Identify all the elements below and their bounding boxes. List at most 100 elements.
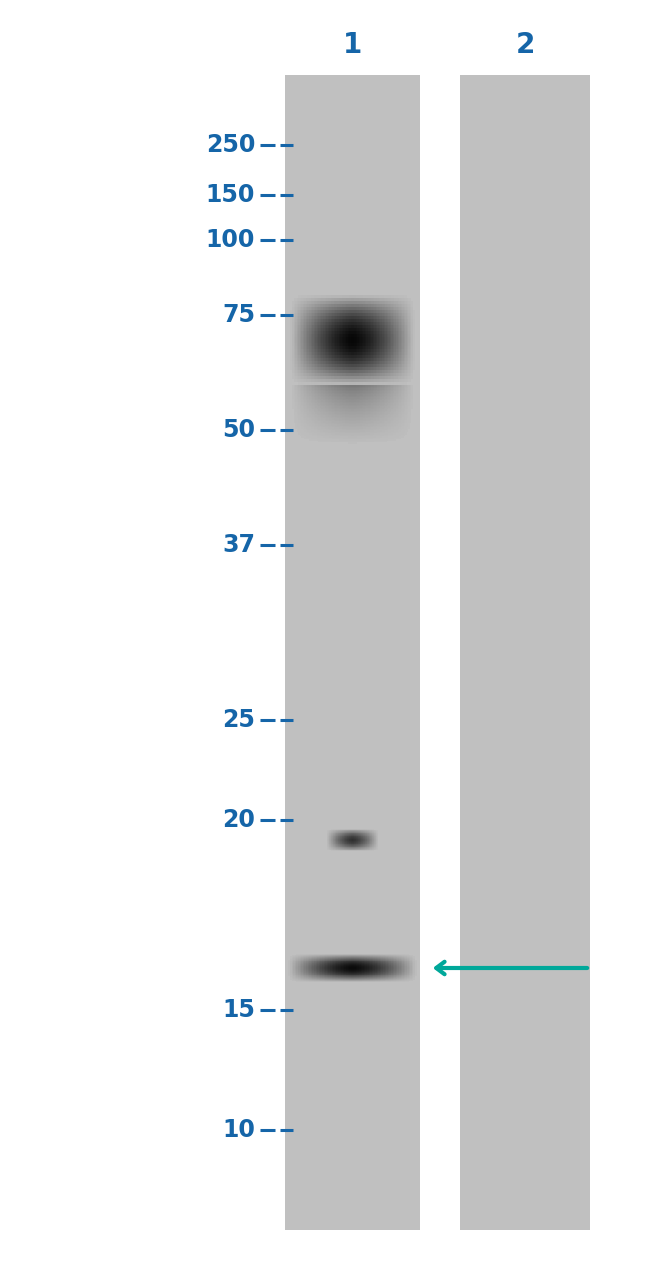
Bar (346, 418, 348, 419)
Bar (396, 414, 398, 415)
Bar (343, 385, 344, 386)
Bar (343, 417, 344, 418)
Bar (331, 399, 332, 400)
Bar (351, 389, 352, 390)
Bar (324, 373, 326, 376)
Bar (391, 392, 393, 394)
Bar (304, 401, 306, 403)
Bar (356, 349, 357, 352)
Bar (382, 376, 384, 378)
Bar (372, 334, 374, 337)
Bar (393, 386, 395, 389)
Bar (298, 406, 300, 408)
Bar (296, 356, 298, 358)
Bar (372, 382, 374, 385)
Bar (346, 417, 348, 418)
Bar (340, 409, 342, 410)
Bar (395, 436, 396, 437)
Bar (391, 301, 393, 304)
Bar (399, 437, 400, 439)
Bar (395, 364, 396, 367)
Bar (387, 340, 388, 343)
Bar (357, 418, 359, 419)
Bar (315, 395, 317, 398)
Bar (365, 405, 367, 406)
Bar (402, 386, 404, 389)
Bar (380, 328, 382, 331)
Bar (340, 437, 342, 439)
Bar (359, 337, 360, 340)
Bar (322, 319, 323, 323)
Bar (324, 356, 326, 358)
Bar (354, 337, 356, 340)
Bar (294, 323, 295, 325)
Bar (374, 432, 376, 433)
Bar (312, 418, 314, 419)
Bar (400, 425, 402, 427)
Bar (311, 415, 312, 417)
Bar (406, 398, 407, 399)
Bar (371, 425, 372, 427)
Bar (350, 401, 351, 403)
Bar (387, 424, 388, 425)
Bar (294, 420, 295, 423)
Bar (334, 431, 335, 432)
Bar (304, 361, 306, 364)
Bar (357, 394, 359, 395)
Bar (367, 386, 368, 389)
Bar (306, 358, 307, 361)
Bar (410, 340, 411, 343)
Bar (393, 400, 395, 401)
Bar (356, 367, 357, 370)
Bar (367, 345, 368, 349)
Bar (359, 364, 360, 367)
Bar (393, 432, 395, 433)
Bar (323, 423, 324, 424)
Bar (311, 428, 312, 431)
Bar (367, 376, 368, 378)
Bar (326, 361, 328, 364)
Bar (303, 417, 304, 418)
Bar (378, 427, 379, 428)
Bar (298, 301, 300, 304)
Bar (324, 310, 326, 312)
Bar (406, 378, 407, 382)
Bar (323, 319, 324, 323)
Bar (344, 424, 346, 425)
Bar (378, 403, 379, 405)
Bar (311, 337, 312, 340)
Bar (380, 390, 382, 391)
Bar (354, 399, 356, 400)
Bar (360, 419, 362, 420)
Bar (398, 358, 399, 361)
Bar (374, 389, 376, 390)
Bar (407, 391, 408, 392)
Bar (304, 417, 306, 418)
Bar (301, 304, 303, 307)
Bar (410, 399, 411, 400)
Bar (406, 414, 407, 415)
Bar (388, 307, 390, 310)
Bar (376, 367, 378, 370)
Bar (380, 403, 382, 405)
Bar (303, 431, 304, 432)
Bar (387, 367, 388, 370)
Bar (388, 437, 390, 439)
Bar (384, 301, 385, 304)
Bar (295, 310, 296, 312)
Bar (365, 439, 367, 441)
Bar (402, 399, 404, 400)
Bar (320, 389, 322, 390)
Bar (402, 298, 404, 301)
Bar (365, 394, 367, 395)
Bar (303, 334, 304, 337)
Bar (337, 411, 339, 414)
Bar (404, 361, 406, 364)
Bar (348, 437, 350, 439)
Bar (332, 411, 334, 414)
Bar (344, 414, 346, 415)
Bar (368, 420, 370, 423)
Bar (346, 427, 348, 428)
Bar (320, 417, 322, 418)
Bar (371, 423, 372, 424)
